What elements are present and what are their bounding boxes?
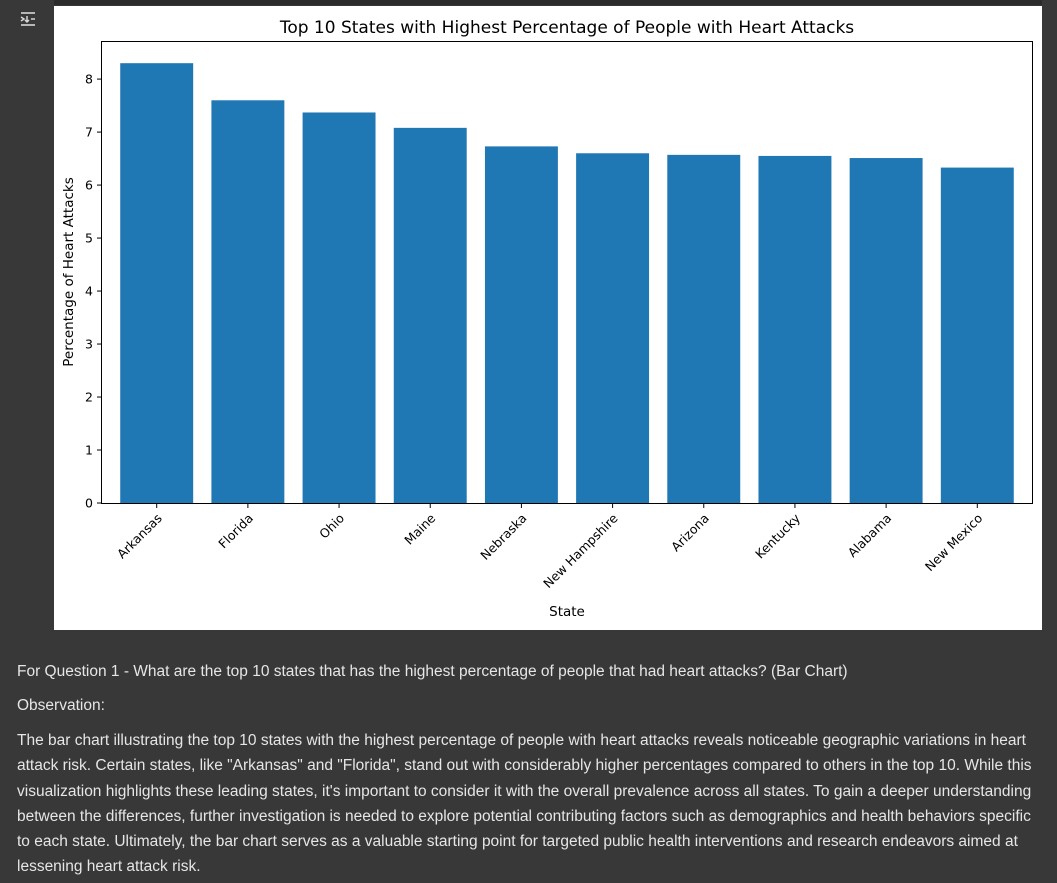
x-tick-label: Maine: [401, 510, 438, 547]
plot-frame: [101, 41, 1033, 504]
bar-alabama: [849, 158, 923, 503]
x-tick-label: New Hampshire: [540, 510, 621, 591]
y-tick-label: 1: [85, 443, 93, 458]
bars: [120, 63, 1014, 504]
y-tick-label: 8: [85, 72, 93, 87]
y-tick-label: 5: [85, 231, 93, 246]
bar-maine: [393, 127, 467, 504]
bar-arkansas: [120, 63, 194, 503]
output-collapse-icon[interactable]: [17, 8, 39, 30]
x-axis-label: State: [549, 604, 585, 620]
observation-heading: Observation:: [17, 697, 105, 714]
bar-chart: Top 10 States with Highest Percentage of…: [61, 18, 1033, 620]
x-tick-label: Alabama: [845, 511, 895, 561]
y-axis-ticks: 0 1 2 3 4 5 6 7 8: [85, 72, 102, 511]
y-axis-label: Percentage of Heart Attacks: [61, 177, 77, 367]
bar-kentucky: [758, 155, 832, 503]
x-tick-label: Kentucky: [752, 510, 803, 561]
collapse-glyph: [20, 12, 35, 26]
x-axis-ticks: Arkansas Florida Ohio Maine Nebraska New Hamp…: [114, 503, 985, 591]
x-tick-label: Arkansas: [114, 511, 165, 562]
cell-top-border: [54, 0, 1042, 5]
x-tick-label: Nebraska: [477, 511, 529, 563]
x-tick-label: Arizona: [668, 511, 712, 555]
question-text: For Question 1 - What are the top 10 sta…: [17, 663, 848, 680]
y-tick-label: 4: [85, 284, 93, 299]
x-tick-label: Ohio: [316, 511, 347, 542]
chart-output: Top 10 States with Highest Percentage of…: [54, 6, 1042, 630]
x-tick-label: New Mexico: [922, 511, 986, 575]
y-tick-label: 7: [85, 125, 93, 140]
bar-florida: [211, 100, 285, 503]
y-tick-label: 2: [85, 390, 93, 405]
x-tick-label: Florida: [215, 511, 256, 552]
bar-arizona: [667, 154, 741, 503]
bar-new-mexico: [940, 167, 1014, 503]
observation-paragraph: The bar chart illustrating the top 10 st…: [17, 732, 1032, 876]
y-tick-label: 6: [85, 178, 93, 193]
bar-nebraska: [484, 146, 558, 503]
markdown-cell: For Question 1 - What are the top 10 sta…: [17, 660, 1042, 880]
y-tick-label: 3: [85, 337, 93, 352]
bar-new-hampshire: [576, 153, 650, 503]
chart-title: Top 10 States with Highest Percentage of…: [279, 18, 854, 38]
bar-ohio: [302, 112, 376, 503]
y-tick-label: 0: [85, 496, 93, 511]
